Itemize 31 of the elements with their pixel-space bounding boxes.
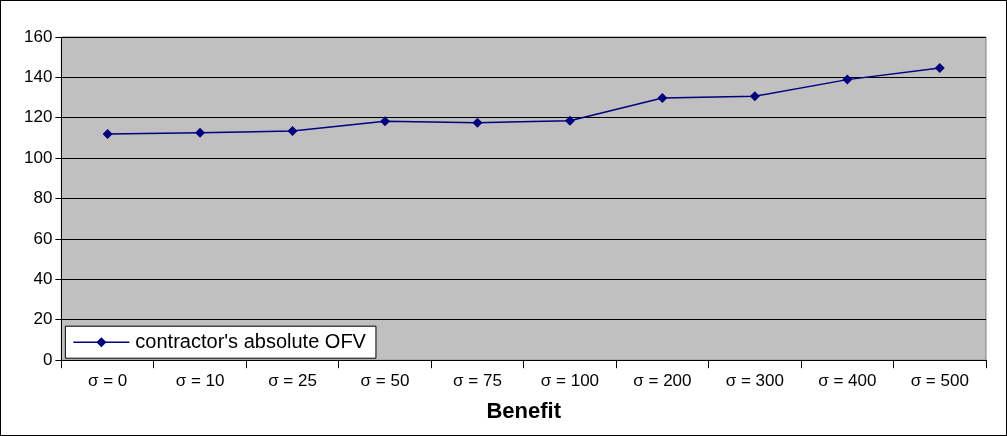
y-tick-label: 140	[23, 67, 53, 87]
x-tick-label: σ = 100	[540, 371, 600, 391]
y-tick-label: 40	[33, 269, 53, 289]
x-axis-title: Benefit	[486, 397, 562, 423]
point	[195, 127, 206, 138]
y-tick-label: 120	[23, 107, 53, 127]
y-tick-label: 20	[33, 309, 53, 329]
point	[657, 93, 668, 103]
y-tick-label: 160	[23, 26, 53, 46]
x-tick-label: σ = 75	[453, 371, 502, 391]
x-tick-label: σ = 10	[175, 371, 225, 391]
point	[472, 117, 483, 128]
y-tick-label: 0	[42, 349, 53, 369]
point	[842, 74, 853, 85]
y-tick-label: 100	[23, 147, 53, 167]
x-tick-label: σ = 50	[360, 371, 410, 391]
x-tick-label: σ = 300	[725, 371, 784, 391]
point	[564, 115, 575, 126]
x-tick-label: σ = 25	[268, 371, 317, 391]
point	[934, 63, 945, 74]
y-tick-label: 80	[33, 188, 53, 208]
x-tick-label: σ = 500	[910, 371, 969, 391]
point	[287, 125, 298, 136]
y-tick-label: 60	[33, 228, 53, 248]
point	[102, 128, 113, 139]
point	[379, 116, 390, 127]
x-tick-label: σ = 400	[818, 371, 877, 391]
x-tick-label: σ = 200	[633, 371, 692, 391]
point	[749, 91, 760, 102]
x-tick-label: σ = 0	[87, 371, 128, 391]
legend-label: contractor's absolute OFV	[135, 329, 367, 352]
